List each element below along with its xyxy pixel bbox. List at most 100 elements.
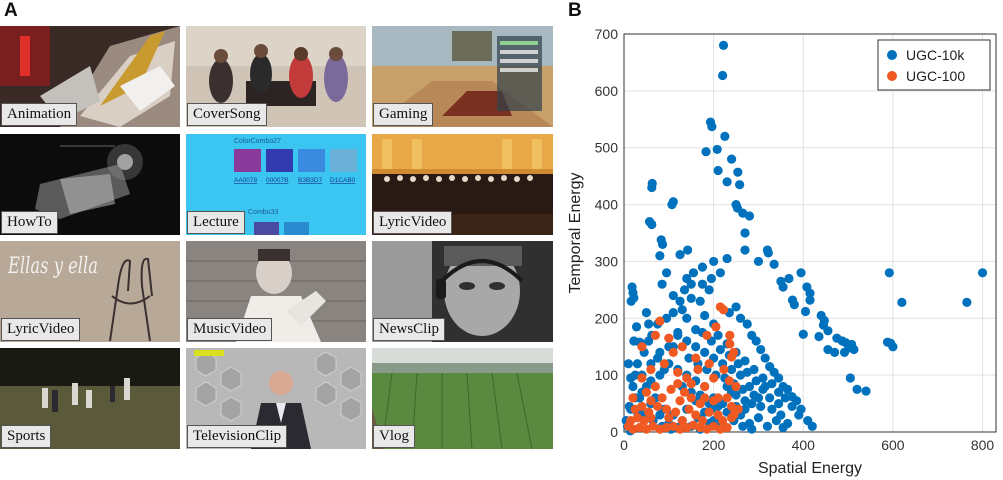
point-ugc-10k: [884, 268, 894, 278]
sports-image: [0, 348, 180, 449]
point-ugc-100: [653, 401, 663, 412]
caption-lecture: Lecture: [187, 211, 245, 234]
point-ugc-10k: [782, 418, 793, 429]
caption-lyricvideo-1: LyricVideo: [373, 211, 453, 234]
legend-marker: [887, 71, 897, 81]
point-ugc-10k: [861, 386, 871, 396]
point-ugc-10k: [632, 359, 643, 369]
point-ugc-100: [711, 322, 721, 332]
point-ugc-10k: [753, 256, 764, 267]
point-ugc-10k: [740, 404, 750, 414]
point-ugc-10k: [707, 122, 717, 132]
thumbnail-animation: Animation: [0, 26, 180, 127]
thumbnail-vlog: Vlog: [372, 348, 553, 449]
point-ugc-10k: [713, 330, 723, 340]
point-ugc-100: [637, 342, 647, 352]
point-ugc-100: [731, 381, 741, 392]
point-ugc-10k: [706, 273, 716, 284]
x-tick-label: 0: [620, 437, 628, 453]
point-ugc-100: [725, 330, 735, 340]
panel-b-letter: B: [568, 0, 582, 21]
point-ugc-100: [725, 339, 735, 349]
x-tick-label: 800: [971, 437, 995, 453]
lecture-title-2: Combo33: [248, 209, 278, 216]
point-ugc-10k: [631, 322, 642, 332]
point-ugc-100: [691, 353, 701, 363]
point-ugc-100: [655, 316, 665, 326]
thumbnail-lecture: ColorCombo27 AA0078 00007B B3B3D7 D1CAB0…: [186, 134, 366, 235]
point-ugc-10k: [823, 326, 833, 336]
point-ugc-100: [637, 401, 647, 412]
lecture-code-4: D1CAB0: [330, 177, 356, 184]
point-ugc-10k: [762, 421, 773, 431]
point-ugc-10k: [747, 398, 757, 409]
point-ugc-100: [704, 407, 714, 417]
point-ugc-100: [722, 422, 732, 433]
caption-howto: HowTo: [1, 211, 58, 234]
point-ugc-10k: [735, 313, 746, 323]
point-ugc-10k: [722, 177, 732, 187]
point-ugc-10k: [796, 268, 806, 278]
point-ugc-100: [673, 367, 683, 377]
point-ugc-10k: [686, 293, 696, 303]
point-ugc-10k: [691, 342, 701, 352]
thumbnail-televisionclip: TelevisionClip: [186, 348, 366, 449]
point-ugc-10k: [701, 147, 711, 157]
point-ugc-10k: [740, 245, 750, 255]
newsclip-image: [372, 241, 553, 342]
y-tick-label: 400: [595, 197, 619, 213]
point-ugc-10k: [738, 421, 748, 431]
point-ugc-10k: [888, 342, 898, 352]
point-ugc-100: [641, 387, 652, 397]
point-ugc-10k: [740, 228, 750, 238]
x-axis-label: Spatial Energy: [758, 460, 862, 477]
point-ugc-10k: [760, 381, 770, 392]
point-ugc-10k: [626, 296, 636, 306]
point-ugc-10k: [830, 347, 840, 357]
point-ugc-10k: [647, 182, 657, 193]
point-ugc-10k: [733, 167, 743, 177]
panel-a-letter: A: [4, 0, 18, 21]
point-ugc-100: [661, 404, 672, 414]
point-ugc-10k: [742, 319, 752, 329]
point-ugc-10k: [726, 154, 737, 164]
y-tick-label: 700: [595, 26, 619, 42]
point-ugc-100: [664, 413, 674, 423]
point-ugc-100: [702, 330, 712, 340]
caption-newsclip: NewsClip: [373, 318, 445, 341]
lecture-title-1: ColorCombo27: [234, 138, 281, 145]
point-ugc-100: [709, 373, 719, 383]
legend-label: UGC-100: [906, 68, 965, 84]
point-ugc-100: [650, 381, 660, 392]
point-ugc-10k: [805, 295, 815, 305]
point-ugc-100: [719, 364, 729, 375]
point-ugc-10k: [744, 211, 755, 221]
point-ugc-10k: [977, 268, 988, 278]
thumbnail-howto: HowTo: [0, 134, 180, 235]
point-ugc-100: [659, 359, 669, 369]
point-ugc-100: [666, 384, 676, 394]
point-ugc-100: [686, 393, 696, 403]
point-ugc-10k: [668, 308, 678, 318]
point-ugc-10k: [722, 253, 732, 264]
thumbnail-lyricvideo-choir: LyricVideo: [372, 134, 553, 235]
caption-coversong: CoverSong: [187, 103, 267, 126]
point-ugc-10k: [897, 297, 907, 307]
point-ugc-10k: [839, 347, 850, 357]
caption-televisionclip: TelevisionClip: [187, 425, 288, 448]
point-ugc-10k: [655, 251, 665, 261]
y-tick-label: 200: [595, 310, 619, 326]
point-ugc-10k: [718, 70, 728, 81]
point-ugc-10k: [655, 347, 665, 357]
animation-image: [0, 26, 180, 127]
thumbnail-newsclip: NewsClip: [372, 241, 553, 342]
point-ugc-100: [677, 416, 687, 426]
thumbnail-lyricvideo-sketch: Ellas y ella LyricVideo: [0, 241, 180, 342]
point-ugc-100: [729, 410, 739, 420]
thumbnail-coversong: CoverSong: [186, 26, 366, 127]
point-ugc-10k: [684, 353, 694, 363]
point-ugc-100: [664, 333, 674, 343]
howto-image: [0, 134, 180, 235]
point-ugc-10k: [731, 390, 741, 400]
point-ugc-100: [684, 404, 694, 414]
